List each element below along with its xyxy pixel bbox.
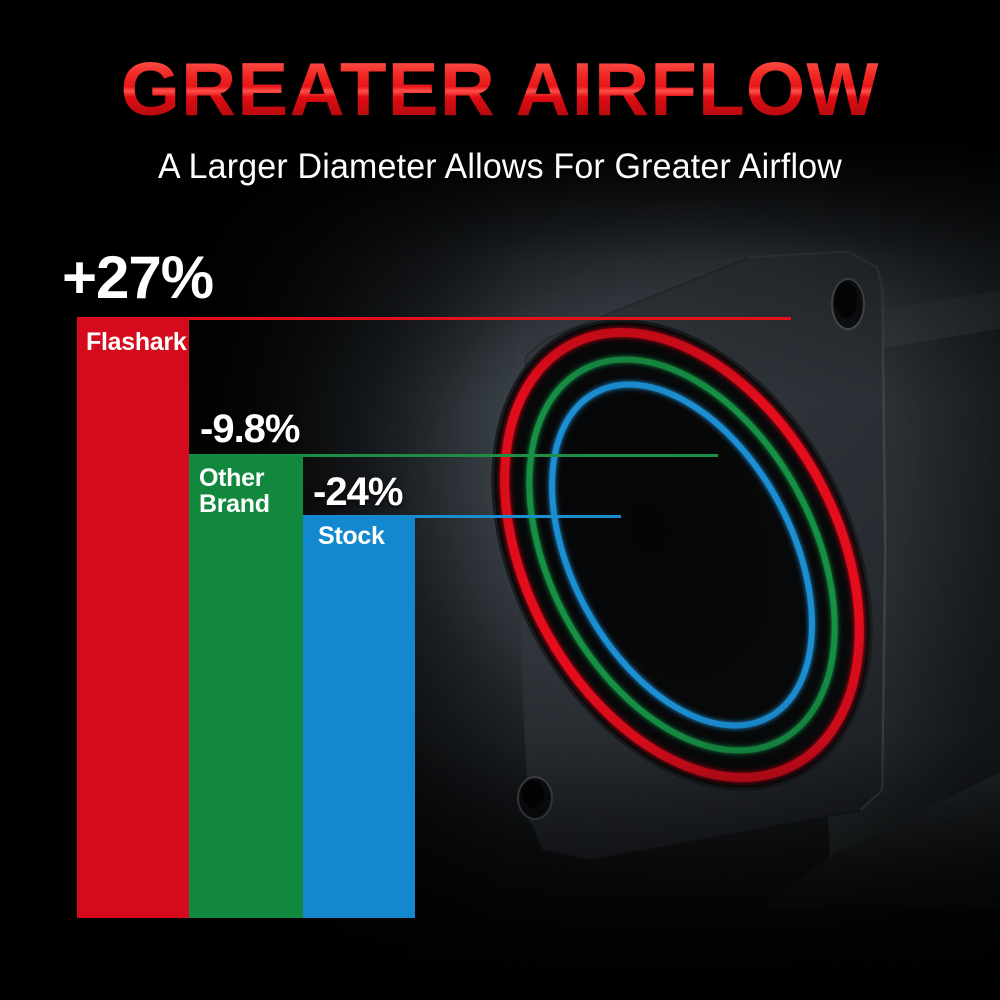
bar-stock[interactable] bbox=[303, 516, 415, 918]
bar-label-stock: Stock bbox=[318, 522, 385, 550]
leader-line-stock bbox=[303, 515, 621, 518]
bar-label-other-brand-line1: Other bbox=[199, 464, 265, 492]
bar-label-other-brand: Other Brand bbox=[199, 464, 270, 518]
value-label-flashark: +27% bbox=[62, 244, 214, 311]
page-title: GREATER AIRFLOW bbox=[0, 52, 1000, 127]
value-label-other-brand: -9.8% bbox=[200, 407, 300, 451]
bar-label-flashark: Flashark bbox=[86, 328, 187, 356]
bar-other-brand[interactable] bbox=[189, 455, 303, 918]
page-subtitle: A Larger Diameter Allows For Greater Air… bbox=[157, 147, 843, 186]
value-label-stock: -24% bbox=[313, 470, 403, 514]
bar-flashark[interactable] bbox=[77, 318, 189, 918]
bar-label-other-brand-line2: Brand bbox=[199, 489, 270, 518]
leader-line-flashark bbox=[77, 317, 791, 320]
leader-line-other-brand bbox=[189, 454, 718, 457]
